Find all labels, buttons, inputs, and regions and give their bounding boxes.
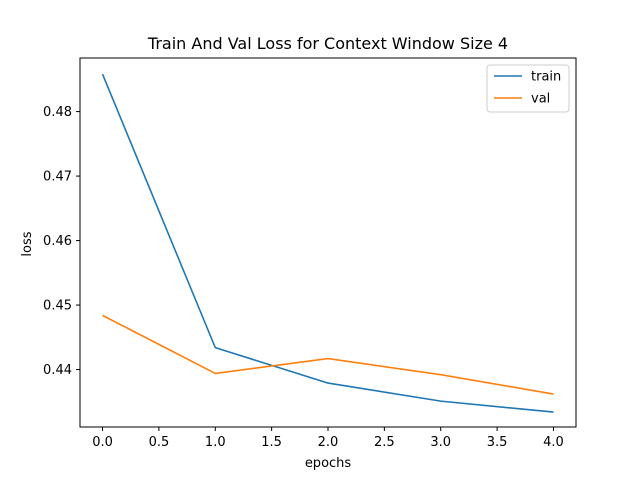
x-tick-label: 0.5 xyxy=(149,435,170,450)
x-tick-label: 2.5 xyxy=(374,435,395,450)
series-line-val xyxy=(102,314,554,395)
x-axis-ticks: 0.0 0.5 1.0 1.5 2.0 2.5 3.0 3.5 4.0 xyxy=(92,427,564,450)
legend-label-train: train xyxy=(531,70,561,85)
axes-frame xyxy=(79,57,577,428)
legend: train val xyxy=(486,64,570,113)
series-line-train xyxy=(101,73,554,413)
x-tick-label: 2.0 xyxy=(318,435,339,450)
x-tick-label: 3.0 xyxy=(430,435,451,450)
x-tick-label: 3.5 xyxy=(487,435,508,450)
series-layer xyxy=(101,73,554,413)
y-tick-label: 0.46 xyxy=(43,234,72,249)
y-axis-ticks: 0.44 0.45 0.46 0.47 0.48 xyxy=(43,105,80,378)
y-axis-label: loss xyxy=(20,231,35,256)
x-axis-label: epochs xyxy=(305,456,352,471)
x-tick-label: 0.0 xyxy=(92,435,113,450)
x-tick-label: 1.0 xyxy=(205,435,226,450)
legend-label-val: val xyxy=(531,92,550,107)
y-tick-label: 0.44 xyxy=(43,363,72,378)
x-tick-label: 4.0 xyxy=(543,435,564,450)
chart-title: Train And Val Loss for Context Window Si… xyxy=(147,34,508,53)
y-tick-label: 0.45 xyxy=(43,299,72,314)
x-tick-label: 1.5 xyxy=(261,435,282,450)
y-tick-label: 0.48 xyxy=(43,105,72,120)
y-tick-label: 0.47 xyxy=(43,170,72,185)
